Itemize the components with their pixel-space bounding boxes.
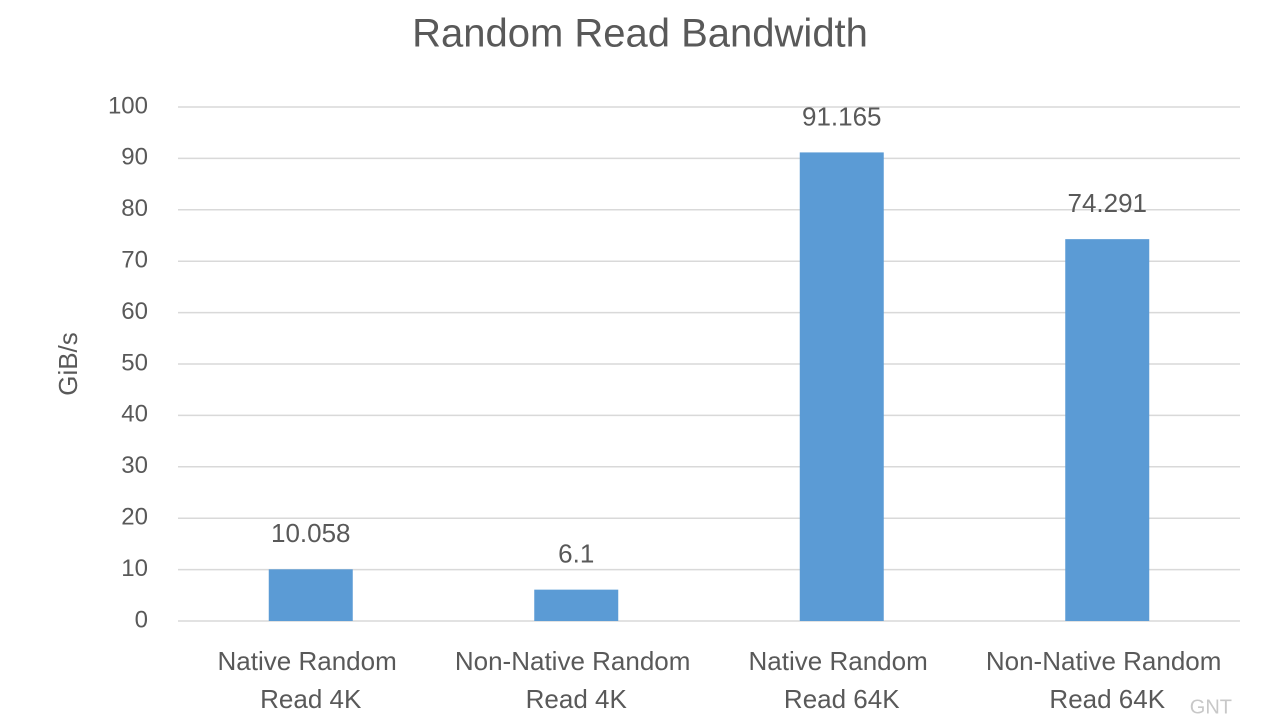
bar <box>1065 239 1150 621</box>
x-tick-label: Native Random Read 64K <box>749 646 935 714</box>
watermark: GNT <box>1190 696 1232 718</box>
bar <box>799 152 884 621</box>
y-tick-label: 100 <box>108 92 148 119</box>
chart-title: Random Read Bandwidth <box>412 12 868 56</box>
y-tick-label: 90 <box>121 144 148 171</box>
x-tick-label: Non-Native Random Read 64K <box>986 646 1229 714</box>
y-tick-label: 40 <box>121 401 148 428</box>
y-tick-label: 30 <box>121 452 148 479</box>
y-tick-label: 70 <box>121 247 148 274</box>
x-tick-label: Non-Native Random Read 4K <box>455 646 698 714</box>
data-label: 74.291 <box>1067 188 1147 218</box>
bar <box>534 589 619 621</box>
data-label: 10.058 <box>271 518 351 548</box>
y-tick-label: 50 <box>121 349 148 376</box>
y-tick-label: 0 <box>135 606 148 633</box>
y-axis-label: GiB/s <box>53 332 83 396</box>
y-tick-label: 60 <box>121 298 148 325</box>
y-tick-label: 80 <box>121 195 148 222</box>
data-label: 91.165 <box>802 101 882 131</box>
y-tick-label: 20 <box>121 504 148 531</box>
x-tick-label: Native Random Read 4K <box>218 646 404 714</box>
y-tick-label: 10 <box>121 555 148 582</box>
bar <box>268 569 353 621</box>
data-label: 6.1 <box>558 539 594 569</box>
